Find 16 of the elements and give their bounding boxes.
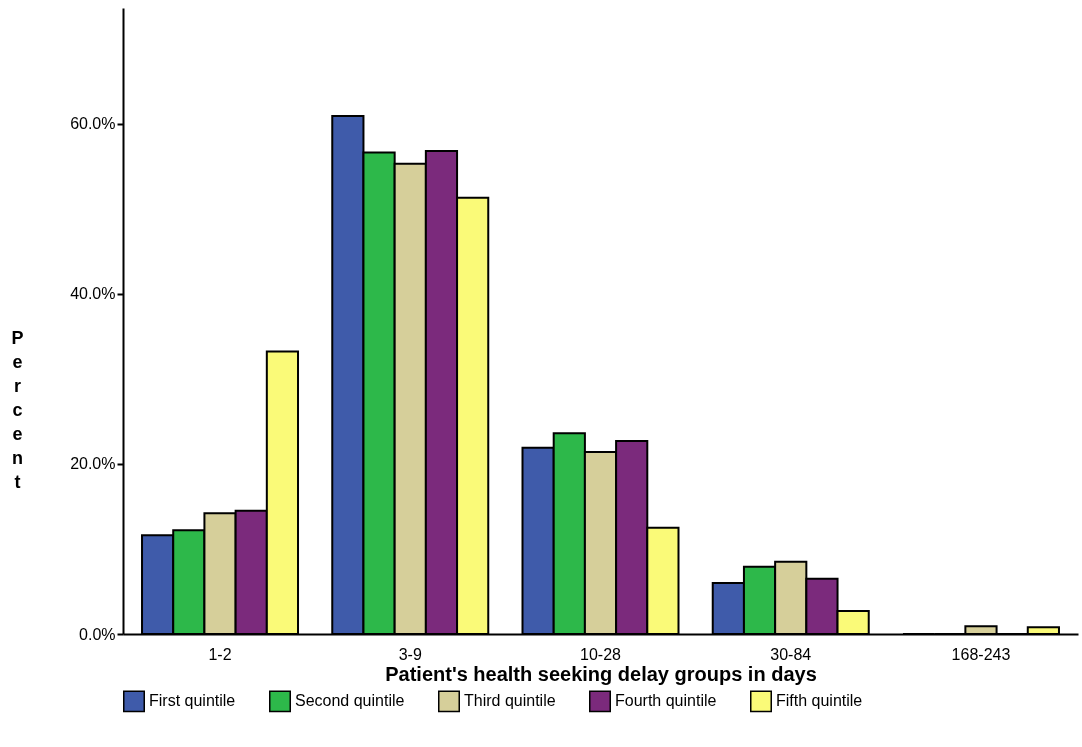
x-tick-label: 1-2 bbox=[208, 645, 232, 663]
y-tick-label: 40.0% bbox=[70, 285, 116, 303]
x-axis-title: Patient's health seeking delay groups in days bbox=[385, 662, 817, 685]
y-tick-label: 0.0% bbox=[79, 625, 116, 643]
legend-label: Fourth quintile bbox=[615, 692, 717, 710]
x-tick-label: 10-28 bbox=[580, 645, 622, 663]
y-tick-label: 20.0% bbox=[70, 455, 116, 473]
x-tick-label: 3-9 bbox=[398, 645, 422, 663]
y-tick-label: 60.0% bbox=[70, 115, 116, 133]
x-tick-label: 30-84 bbox=[770, 645, 812, 663]
x-tick-label: 168-243 bbox=[951, 645, 1011, 663]
legend-label: Fifth quintile bbox=[776, 692, 863, 710]
y-axis-title: Percent bbox=[11, 327, 24, 492]
legend-label: First quintile bbox=[149, 692, 236, 710]
legend-label: Third quintile bbox=[464, 692, 556, 710]
legend-label: Second quintile bbox=[295, 692, 405, 710]
